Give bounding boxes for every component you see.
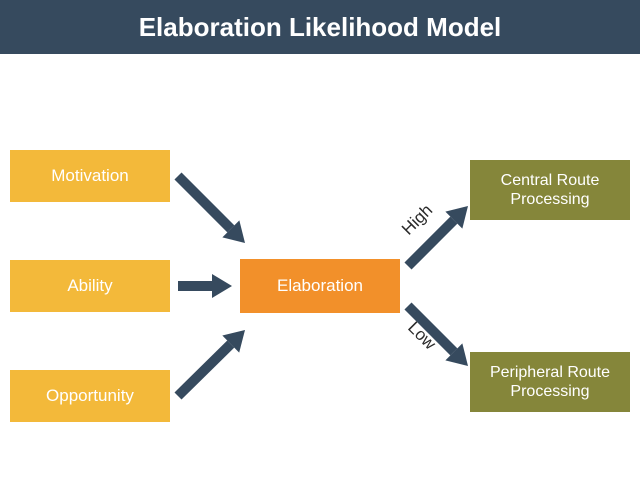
node-opportunity: Opportunity: [10, 370, 170, 422]
node-ability: Ability: [10, 260, 170, 312]
node-label: Elaboration: [277, 276, 363, 296]
edge-label-high: High: [398, 201, 437, 240]
node-motivation: Motivation: [10, 150, 170, 202]
node-label: Central Route Processing: [470, 171, 630, 209]
arrows-layer: [0, 0, 640, 500]
node-label: Ability: [67, 276, 112, 296]
node-central-route: Central Route Processing: [470, 160, 630, 220]
node-label: Opportunity: [46, 386, 134, 406]
title-bar: Elaboration Likelihood Model: [0, 0, 640, 54]
edge-label-low: Low: [403, 318, 439, 354]
node-elaboration: Elaboration: [240, 259, 400, 313]
node-label: Peripheral Route Processing: [470, 363, 630, 401]
node-label: Motivation: [51, 166, 128, 186]
diagram-title: Elaboration Likelihood Model: [139, 12, 502, 43]
diagram-stage: Elaboration Likelihood Model Motivation …: [0, 0, 640, 500]
node-peripheral-route: Peripheral Route Processing: [470, 352, 630, 412]
